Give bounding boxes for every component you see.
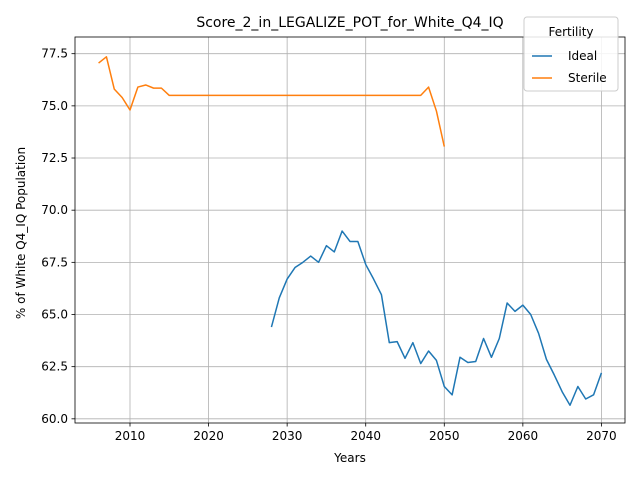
- y-axis-label: % of White Q4_IQ Population: [14, 147, 28, 319]
- y-tick-label: 67.5: [41, 255, 68, 269]
- y-tick-label: 60.0: [41, 412, 68, 426]
- x-axis-label: Years: [333, 451, 366, 465]
- x-tick-label: 2010: [115, 429, 146, 443]
- y-tick-label: 72.5: [41, 151, 68, 165]
- x-tick-label: 2070: [586, 429, 617, 443]
- x-tick-label: 2050: [429, 429, 460, 443]
- x-tick-label: 2040: [350, 429, 381, 443]
- legend-box: [523, 16, 619, 92]
- x-tick-label: 2020: [193, 429, 224, 443]
- x-tick-label: 2060: [508, 429, 539, 443]
- y-tick-label: 75.0: [41, 99, 68, 113]
- chart-title: Score_2_in_LEGALIZE_POT_for_White_Q4_IQ: [196, 15, 503, 31]
- legend: Fertility Ideal Sterile: [523, 16, 619, 92]
- legend-title: Fertility: [548, 25, 593, 39]
- legend-label-ideal: Ideal: [568, 49, 597, 63]
- series-line-sterile: [98, 56, 446, 147]
- y-tick-label: 70.0: [41, 203, 68, 217]
- grid: [75, 37, 625, 423]
- y-tick-label: 62.5: [41, 360, 68, 374]
- series-lines: [98, 56, 603, 407]
- plot-area-frame: [74, 36, 626, 424]
- axis-ticks: 2010 2020 2030 2040 2050 2060 2070 60.0 62.5 65.0…: [41, 47, 616, 443]
- y-tick-label: 77.5: [41, 47, 68, 61]
- legend-label-sterile: Sterile: [568, 71, 607, 85]
- series-line-ideal: [270, 230, 603, 407]
- x-tick-label: 2030: [272, 429, 303, 443]
- y-tick-label: 65.0: [41, 308, 68, 322]
